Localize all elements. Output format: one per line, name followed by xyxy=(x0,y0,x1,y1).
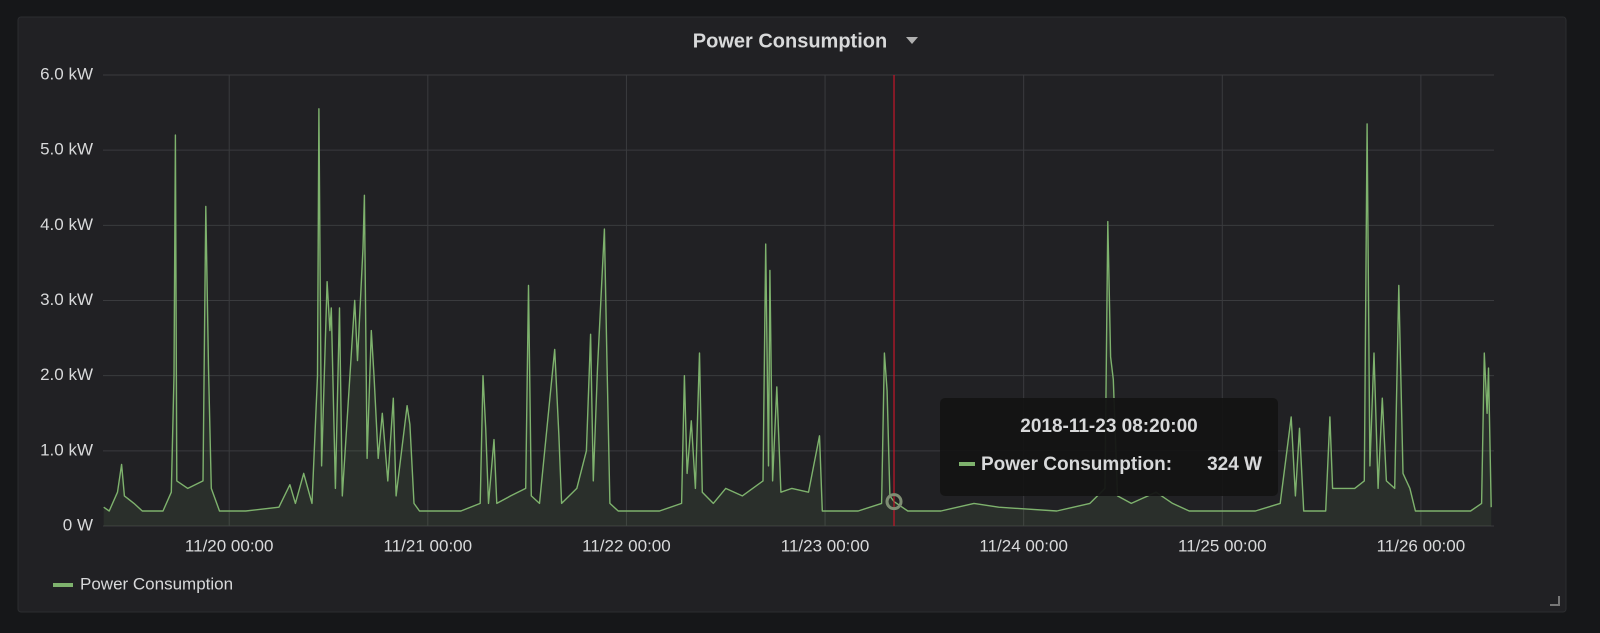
series-line xyxy=(103,108,1492,512)
x-tick-label: 11/25 00:00 xyxy=(1178,536,1267,555)
y-tick-label: 0 W xyxy=(63,515,93,534)
y-tick-label: 5.0 kW xyxy=(40,140,93,159)
x-tick-label: 11/26 00:00 xyxy=(1377,536,1466,555)
x-tick-label: 11/20 00:00 xyxy=(185,536,274,555)
y-tick-label: 1.0 kW xyxy=(40,440,93,459)
y-tick-label: 3.0 kW xyxy=(40,290,93,309)
tooltip-box xyxy=(940,398,1278,496)
x-tick-label: 11/22 00:00 xyxy=(582,536,671,555)
tooltip-swatch xyxy=(959,462,975,466)
resize-handle[interactable] xyxy=(1550,596,1560,606)
legend-swatch[interactable] xyxy=(53,583,73,587)
y-tick-label: 2.0 kW xyxy=(40,365,93,384)
x-tick-label: 11/23 00:00 xyxy=(781,536,870,555)
legend-label[interactable]: Power Consumption xyxy=(80,574,233,593)
panel-title[interactable]: Power Consumption xyxy=(693,30,887,52)
y-tick-label: 4.0 kW xyxy=(40,215,93,234)
title-caret[interactable] xyxy=(906,37,918,44)
tooltip-label: Power Consumption: xyxy=(981,454,1172,475)
tooltip-time: 2018-11-23 08:20:00 xyxy=(1020,416,1197,437)
tooltip-value: 324 W xyxy=(1207,454,1262,475)
x-tick-label: 11/24 00:00 xyxy=(979,536,1068,555)
hover-point xyxy=(885,493,903,511)
y-tick-label: 6.0 kW xyxy=(40,64,93,83)
x-tick-label: 11/21 00:00 xyxy=(384,536,473,555)
tooltip: 2018-11-23 08:20:00 Power Consumption: 324… xyxy=(940,398,1278,496)
